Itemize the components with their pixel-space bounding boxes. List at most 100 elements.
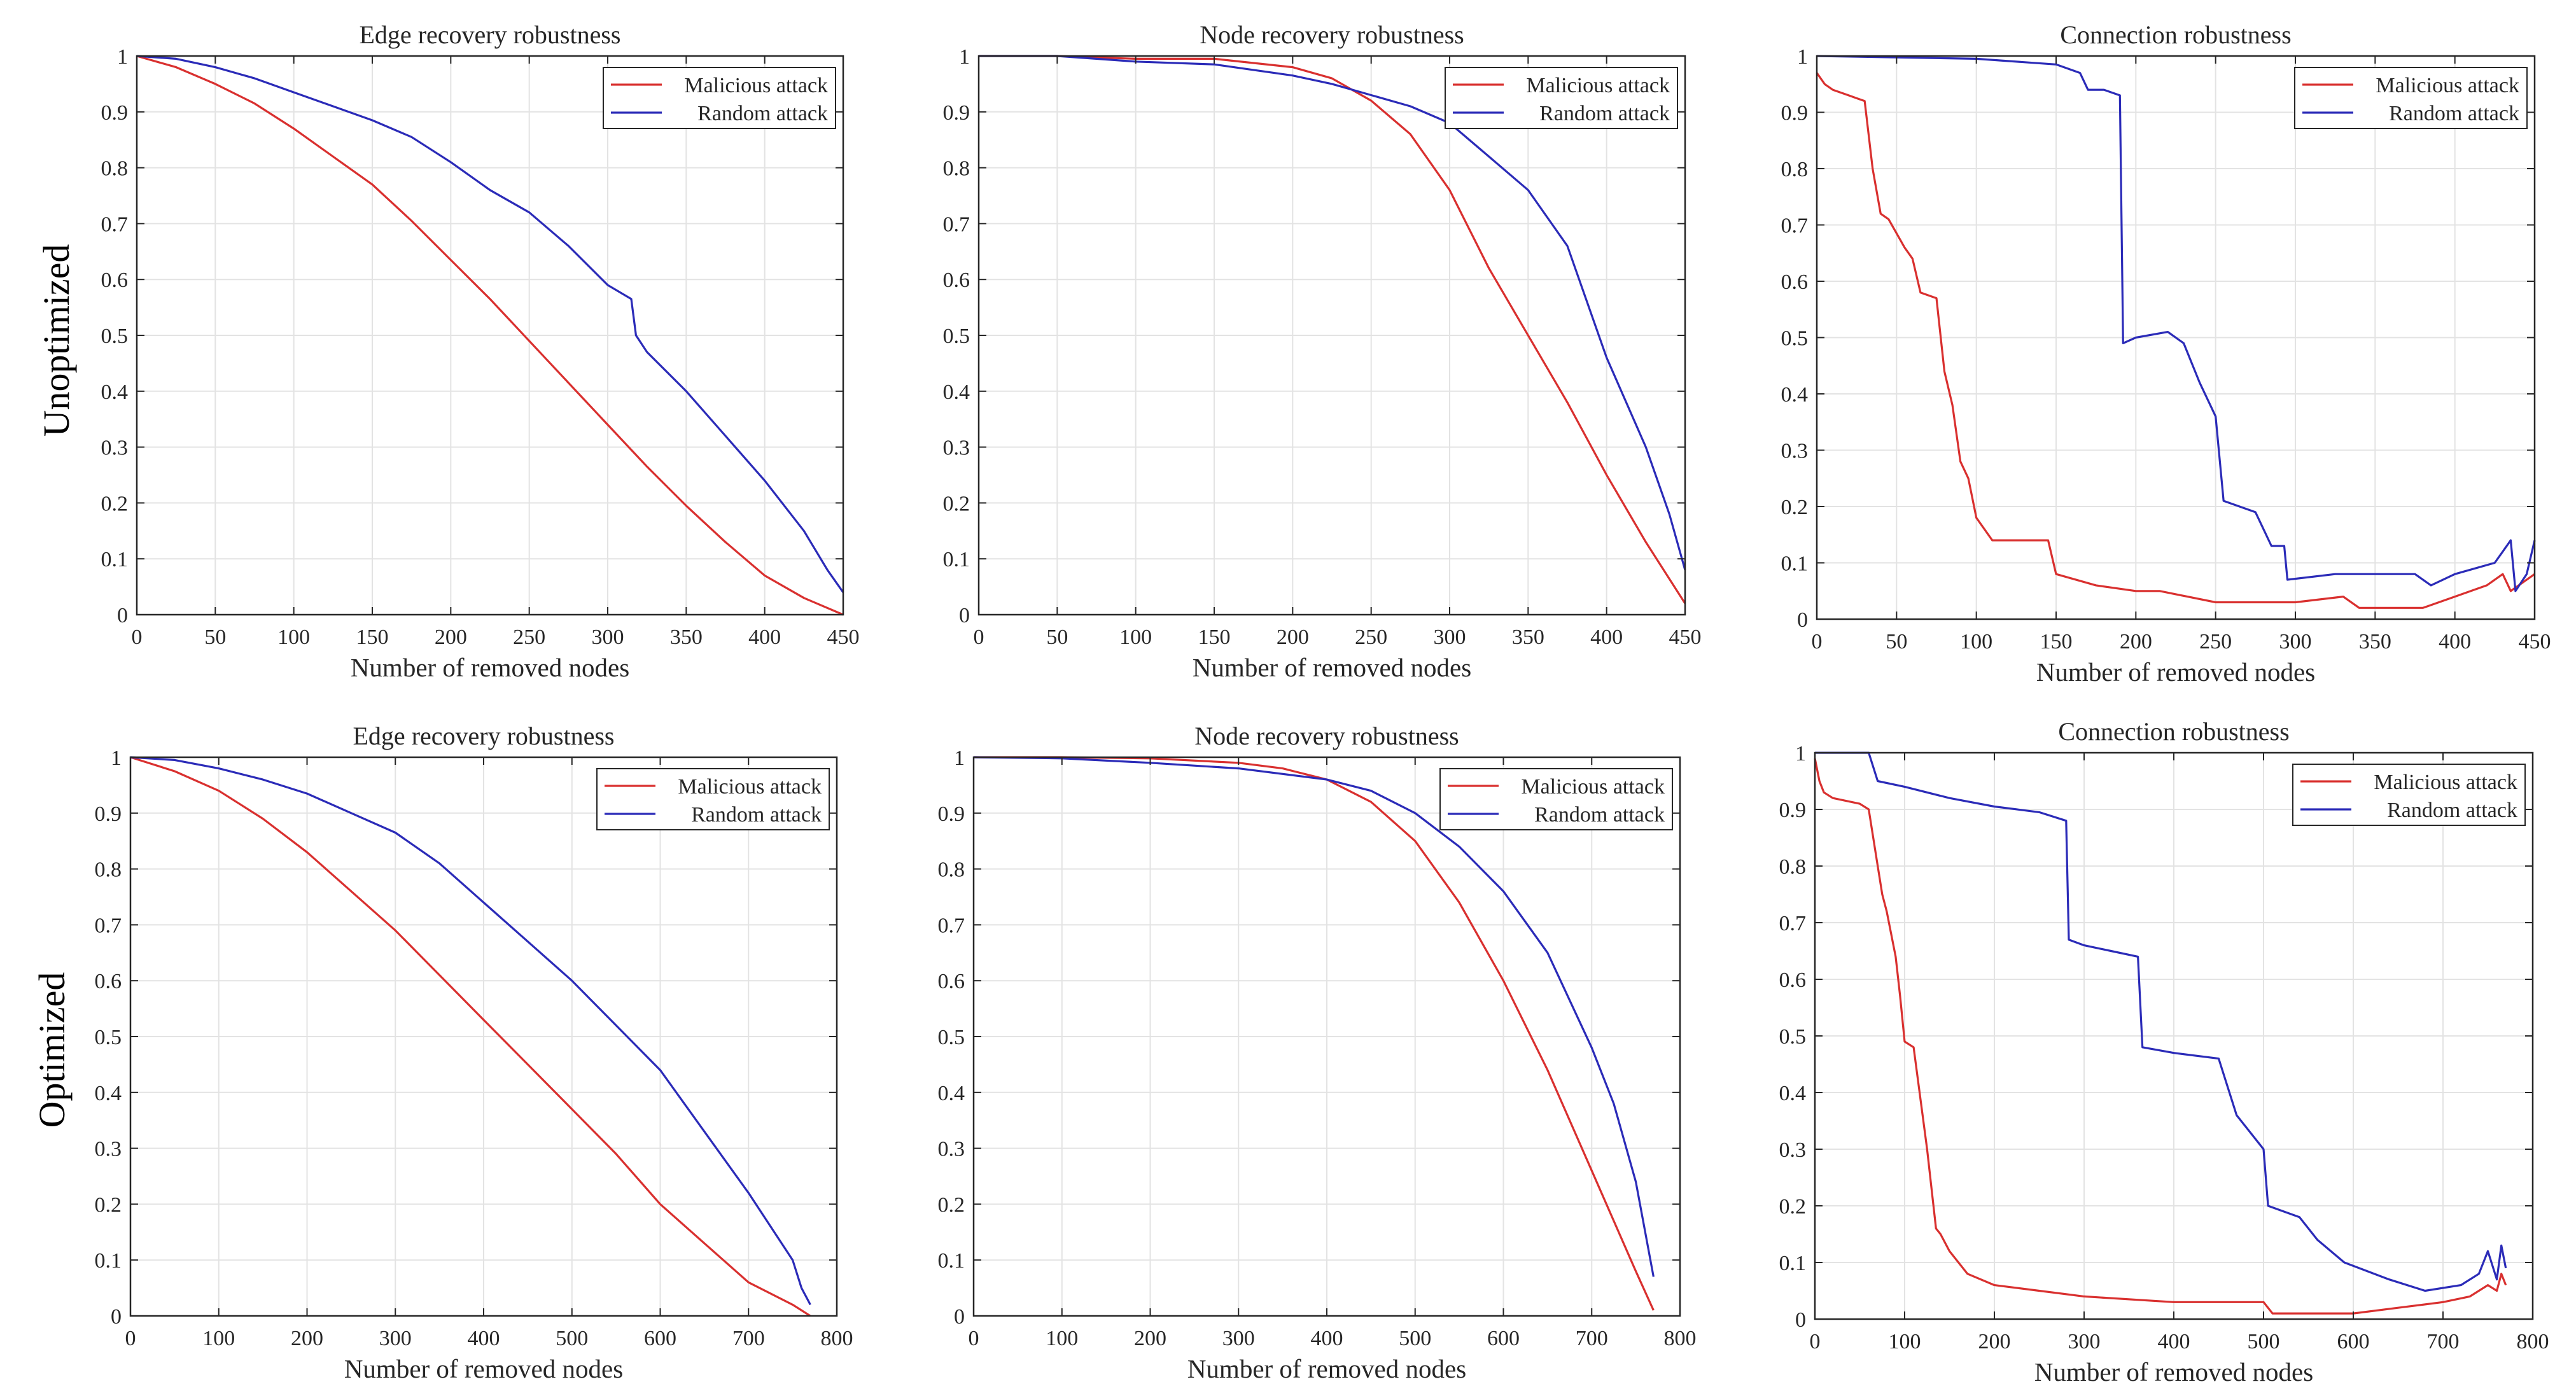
legend: Malicious attack Random attack (1445, 67, 1678, 129)
series-line-malicious-attack (136, 55, 844, 616)
y-tick-label: 0.4 (1779, 1082, 1807, 1105)
legend-box (2292, 764, 2526, 826)
y-tick-label: 0.7 (1779, 912, 1807, 935)
x-tick-label: 350 (670, 626, 703, 649)
y-tick-label: 0.5 (943, 325, 970, 348)
y-tick-label: 0.4 (95, 1082, 122, 1105)
x-tick-label: 300 (592, 626, 624, 649)
x-tick-label: 400 (2439, 630, 2471, 654)
x-tick-label: 100 (1960, 630, 1992, 654)
row-label-unoptimized: Unoptimized (36, 244, 77, 437)
series-line-malicious-attack (979, 55, 1686, 605)
x-tick-label: 300 (1222, 1327, 1255, 1350)
x-tick-label: 0 (125, 1327, 136, 1350)
x-tick-label: 150 (2040, 630, 2073, 654)
x-axis-label: Number of removed nodes (344, 1354, 623, 1383)
y-tick-label: 0.2 (95, 1193, 122, 1217)
x-tick-label: 600 (1487, 1327, 1520, 1350)
x-tick-label: 500 (1399, 1327, 1431, 1350)
x-tick-label: 200 (1134, 1327, 1166, 1350)
y-tick-label: 0.3 (101, 437, 129, 460)
series-line-random-attack (979, 55, 1686, 571)
chart-title: Connection robustness (2060, 20, 2291, 49)
y-tick-label: 0.8 (1779, 855, 1807, 879)
y-tick-label: 0.7 (101, 213, 129, 236)
legend-label-malicious-attack: Malicious attack (1521, 775, 1665, 799)
y-tick-label: 0.3 (938, 1138, 965, 1161)
series-line-malicious-attack (1816, 72, 2535, 609)
y-tick-label: 0.6 (101, 269, 129, 292)
legend-label-random-attack: Random attack (1539, 102, 1670, 125)
x-tick-label: 400 (1311, 1327, 1343, 1350)
y-tick-label: 0.6 (938, 970, 965, 993)
y-tick-label: 0.3 (943, 437, 970, 460)
y-tick-label: 0 (954, 1305, 965, 1329)
legend-label-random-attack: Random attack (697, 102, 828, 125)
x-tick-label: 200 (1978, 1330, 2011, 1353)
x-tick-label: 400 (1590, 626, 1623, 649)
x-tick-label: 300 (2068, 1330, 2101, 1353)
x-tick-label: 800 (1664, 1327, 1697, 1350)
legend-label-random-attack: Random attack (691, 803, 822, 827)
x-tick-label: 400 (748, 626, 781, 649)
legend-box (1439, 768, 1673, 830)
y-tick-label: 0.9 (95, 802, 122, 826)
x-axis-label: Number of removed nodes (2036, 657, 2315, 687)
x-tick-label: 0 (1810, 1330, 1821, 1353)
x-tick-label: 600 (644, 1327, 676, 1350)
y-tick-label: 0.4 (1781, 383, 1809, 407)
x-tick-label: 100 (1046, 1327, 1078, 1350)
x-tick-label: 200 (291, 1327, 323, 1350)
y-tick-label: 0.6 (1779, 968, 1807, 992)
legend: Malicious attack Random attack (1439, 768, 1673, 830)
x-tick-label: 700 (732, 1327, 765, 1350)
x-tick-label: 50 (1886, 630, 1907, 654)
x-tick-label: 800 (2517, 1330, 2549, 1353)
x-tick-label: 700 (1576, 1327, 1608, 1350)
x-tick-label: 300 (1434, 626, 1466, 649)
chart-title: Node recovery robustness (1200, 20, 1464, 49)
x-tick-label: 100 (202, 1327, 235, 1350)
y-tick-label: 0.8 (95, 858, 122, 882)
legend-box (1445, 67, 1678, 129)
x-tick-label: 0 (969, 1327, 979, 1350)
chart-panels: 0 50 100 150 200 250 300 350 400 45000.10.20.30.4… (95, 20, 2551, 1387)
y-tick-label: 0.2 (101, 492, 129, 515)
y-tick-label: 0.9 (1781, 102, 1809, 125)
x-tick-label: 50 (204, 626, 226, 649)
y-tick-label: 0.9 (938, 802, 965, 826)
y-tick-label: 1 (959, 45, 970, 69)
y-tick-label: 0.5 (938, 1026, 965, 1049)
y-tick-label: 0.2 (943, 492, 970, 515)
y-tick-label: 0.6 (943, 269, 970, 292)
legend: Malicious attack Random attack (2292, 764, 2526, 826)
chart-title: Edge recovery robustness (360, 20, 621, 49)
x-tick-label: 450 (827, 626, 860, 649)
x-tick-label: 0 (974, 626, 984, 649)
y-tick-label: 0.2 (938, 1193, 965, 1217)
x-tick-label: 150 (1198, 626, 1231, 649)
y-tick-label: 0 (1795, 1308, 1806, 1332)
y-tick-label: 1 (1795, 742, 1806, 765)
y-tick-label: 0.9 (943, 101, 970, 125)
x-axis-label: Number of removed nodes (1193, 653, 1471, 682)
x-tick-label: 350 (2359, 630, 2391, 654)
x-axis-label: Number of removed nodes (351, 653, 629, 682)
x-tick-label: 400 (2158, 1330, 2190, 1353)
y-tick-label: 0.7 (943, 213, 970, 236)
series-line-random-attack (130, 756, 811, 1306)
series-line-random-attack (136, 55, 844, 593)
y-tick-label: 1 (1797, 45, 1808, 69)
chart-title: Connection robustness (2058, 717, 2289, 746)
y-tick-label: 0.9 (1779, 799, 1807, 822)
chart-panel-6: 0 100 200 300 400 500 600 700 800 0 0.1 0.2 0.3 0.4 0.… (1779, 717, 2549, 1387)
y-tick-label: 0.1 (95, 1249, 122, 1273)
y-tick-label: 0.7 (938, 914, 965, 937)
x-axis-label: Number of removed nodes (1187, 1354, 1466, 1383)
y-tick-label: 0.7 (1781, 214, 1809, 238)
y-tick-label: 0.6 (1781, 270, 1809, 294)
y-tick-label: 0.2 (1779, 1195, 1807, 1219)
y-tick-label: 0.8 (943, 157, 970, 181)
x-tick-label: 250 (2199, 630, 2232, 654)
